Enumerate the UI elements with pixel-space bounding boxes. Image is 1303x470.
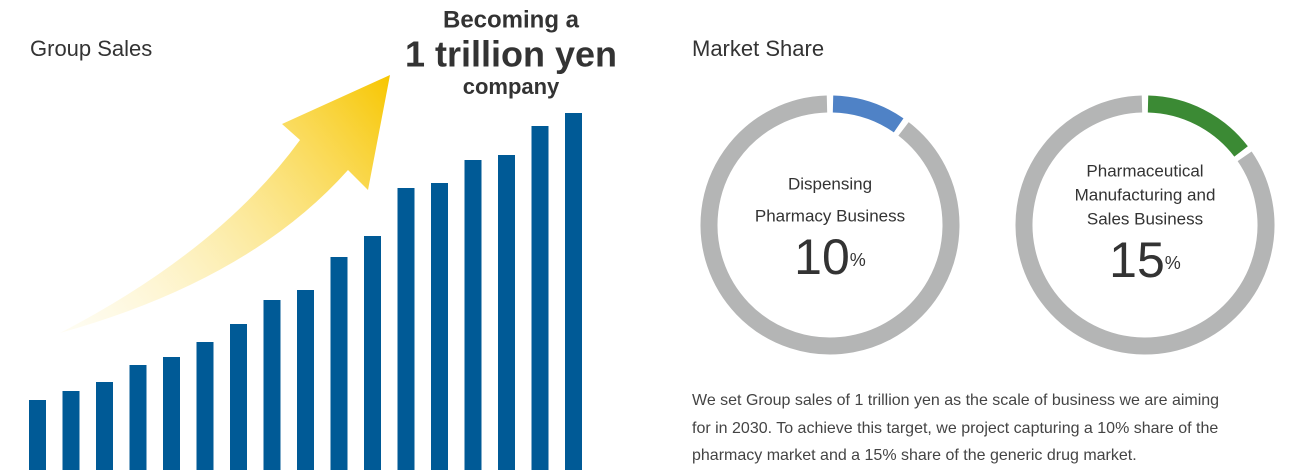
donut-segment [832,95,904,133]
bar [29,400,46,470]
value-unit: % [1165,253,1181,273]
bar-title: Group Sales [30,36,152,61]
donut-value: 10% [794,229,866,285]
bar [96,382,113,470]
bar [431,183,448,470]
bar [230,324,247,470]
paragraph-line: We set Group sales of 1 trillion yen as … [692,392,1219,409]
growth-arrow [60,75,390,333]
bar [464,160,482,470]
donut-label: Dispensing [788,174,872,193]
donut-label: Pharmacy Business [755,206,905,225]
headline: 1 trillion yen [405,34,617,75]
bar [129,365,147,470]
paragraph-line: pharmacy market and a 15% share of the g… [692,447,1137,464]
value-number: 15 [1109,232,1165,288]
bar [498,155,515,470]
bar [163,357,180,470]
bar [565,113,582,470]
bar [62,391,80,470]
value-unit: % [850,250,866,270]
bar [531,126,549,470]
donut-segment [1015,95,1275,355]
bar [263,300,281,470]
value-number: 10 [794,229,850,285]
donut-label: Manufacturing and [1075,185,1216,204]
bar [196,342,214,470]
bar [330,257,348,470]
donut-label: Pharmaceutical [1086,161,1203,180]
bar [397,188,415,470]
bar [297,290,314,470]
donut-title: Market Share [692,36,824,61]
headline: Becoming a [443,6,580,33]
donut-value: 15% [1109,232,1181,288]
paragraph-line: for in 2030. To achieve this target, we … [692,420,1218,437]
donut-segment [700,95,960,355]
headline: company [463,74,560,99]
bar [364,236,381,470]
donut-label: Sales Business [1087,209,1203,228]
donut-segment [1147,95,1248,157]
